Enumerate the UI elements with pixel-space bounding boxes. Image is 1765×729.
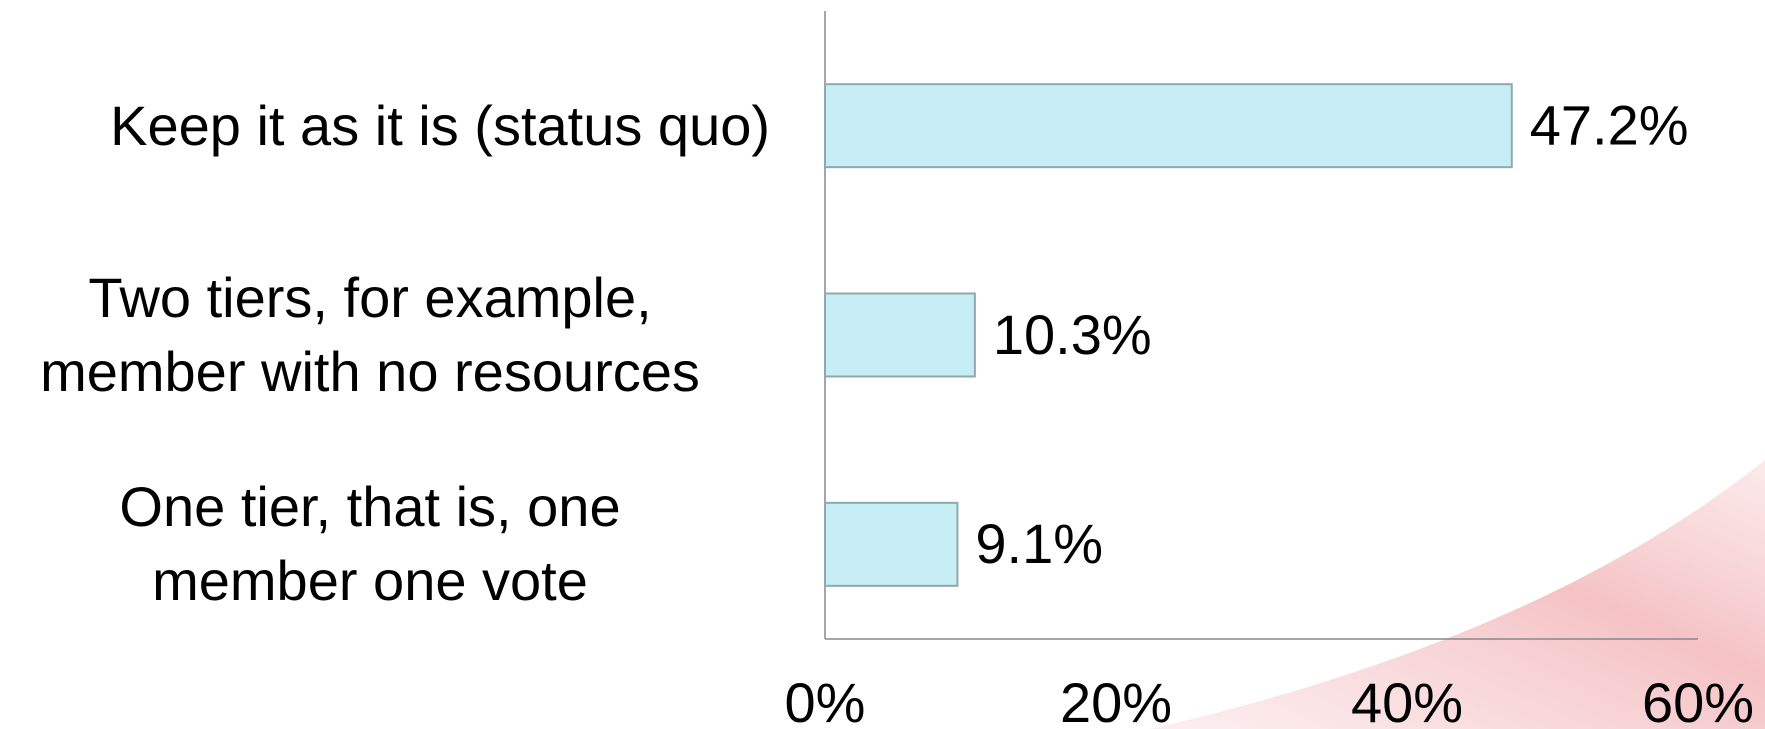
data-label: 10.3% (993, 303, 1152, 366)
background-swoosh (1150, 460, 1765, 729)
bar (824, 501, 959, 587)
category-label: Two tiers, for example, member with no r… (40, 266, 700, 403)
x-tick-label: 40% (1351, 671, 1463, 729)
x-tick-label: 20% (1060, 671, 1172, 729)
bar (824, 83, 1513, 169)
category-label: Keep it as it is (status quo) (110, 93, 770, 157)
bar (824, 292, 976, 378)
data-label: 47.2% (1530, 93, 1689, 156)
data-label: 9.1% (975, 512, 1103, 575)
x-tick-label: 0% (785, 671, 866, 729)
category-label: One tier, that is, one member one vote (119, 475, 621, 613)
x-tick-label: 60% (1642, 671, 1754, 729)
